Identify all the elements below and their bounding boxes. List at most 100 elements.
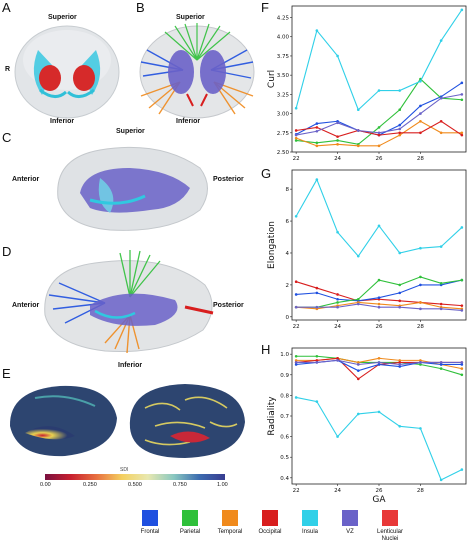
data-point (336, 230, 339, 234)
data-point (356, 377, 360, 381)
legend-item: Lenticular Nuclei (370, 510, 410, 542)
data-point (419, 307, 422, 311)
legend: Frontal Parietal Temporal Occipital Insula VZ… (130, 510, 430, 550)
panel-a-superior-label: Superior (48, 14, 77, 21)
data-point (315, 305, 319, 309)
data-point (336, 121, 339, 125)
data-point (398, 108, 402, 112)
curl-chart: 2.50 2.75 3.00 3.25 3.50 3.75 4.00 4.25 22 24 26 28… (267, 5, 467, 162)
data-point (315, 129, 319, 133)
legend-item: Parietal (170, 510, 210, 536)
data-point (356, 412, 360, 416)
data-point (294, 361, 298, 364)
data-point (377, 144, 381, 148)
radiality-chart: 0.4 0.5 0.6 0.7 0.8 0.9 1.0 22 24 26 28 Radiality GA (267, 347, 467, 505)
data-point (398, 299, 402, 303)
data-point (439, 39, 443, 42)
data-point (336, 297, 339, 301)
data-point (460, 8, 464, 12)
panel-f-letter: F (261, 0, 269, 15)
x-tick-label: 28 (417, 488, 424, 494)
panel-c-posterior-label: Posterior (213, 176, 244, 183)
data-point (460, 309, 464, 312)
data-point (377, 89, 381, 92)
data-point (294, 214, 298, 218)
legend-label: Parietal (179, 529, 201, 535)
data-point (377, 361, 381, 364)
data-point (439, 363, 443, 366)
data-point (315, 359, 319, 362)
series-line (296, 93, 462, 136)
y-tick-label: 3.50 (277, 73, 290, 79)
data-point (336, 435, 339, 438)
data-point (398, 251, 402, 255)
legend-swatch (342, 510, 358, 526)
panel-d-anterior-label: Anterior (12, 302, 40, 309)
panel-b-superior-label: Superior (176, 14, 205, 21)
data-point (439, 119, 443, 123)
y-tick-label: 0.7 (280, 414, 289, 420)
data-point (294, 139, 298, 142)
data-point (460, 373, 464, 377)
y-tick-label: 0.8 (280, 393, 289, 399)
data-point (315, 178, 319, 181)
data-point (336, 357, 339, 360)
data-point (398, 363, 402, 366)
data-point (460, 361, 464, 364)
legend-swatch (262, 510, 278, 526)
colorbar-tick: 0.00 (40, 482, 51, 488)
colorbar-tick: 0.250 (83, 482, 97, 488)
data-point (377, 133, 381, 137)
data-point (377, 224, 381, 228)
data-point (356, 369, 360, 372)
panel-c-anterior-label: Anterior (12, 176, 40, 183)
data-point (439, 281, 443, 285)
data-point (356, 363, 360, 366)
data-point (419, 301, 422, 304)
panel-d-inferior-label: Inferior (118, 362, 143, 369)
data-point (294, 305, 298, 309)
data-point (356, 254, 360, 258)
panel-a-brain-render (14, 25, 120, 119)
data-point (377, 126, 381, 129)
data-point (377, 302, 381, 306)
data-point (419, 283, 422, 287)
data-point (398, 359, 402, 362)
legend-label: Insula (301, 529, 318, 535)
y-tick-label: 0 (286, 315, 290, 321)
data-point (377, 410, 381, 414)
panel-d-posterior-label: Posterior (213, 302, 244, 309)
data-point (356, 129, 360, 132)
colorbar-tick: 0.500 (128, 482, 142, 488)
data-point (419, 275, 422, 279)
data-point (336, 54, 339, 58)
y-tick-label: 3.75 (277, 54, 290, 60)
colorbar-label: SDI (120, 467, 129, 473)
data-point (439, 245, 443, 248)
legend-swatch (182, 510, 198, 526)
y-tick-label: 4 (286, 251, 290, 257)
legend-swatch (302, 510, 318, 526)
data-point (460, 367, 464, 370)
data-point (315, 361, 319, 364)
y-tick-label: 0.4 (280, 476, 289, 482)
series-line (296, 276, 462, 308)
legend-swatch (222, 510, 238, 526)
y-tick-label: 4.25 (277, 16, 290, 22)
data-point (460, 81, 464, 85)
panel-b-inferior-label: Inferior (176, 118, 201, 125)
data-point (398, 365, 402, 368)
data-point (294, 129, 298, 132)
data-point (377, 357, 381, 360)
data-point (419, 246, 422, 250)
data-point (398, 133, 402, 137)
data-point (419, 427, 422, 430)
data-point (336, 359, 339, 362)
legend-label: VZ (346, 529, 354, 535)
y-axis-label: Curl (267, 70, 277, 88)
data-point (294, 136, 298, 140)
plot-frame (291, 5, 467, 153)
data-point (460, 98, 464, 102)
panel-g-letter: G (261, 166, 272, 181)
